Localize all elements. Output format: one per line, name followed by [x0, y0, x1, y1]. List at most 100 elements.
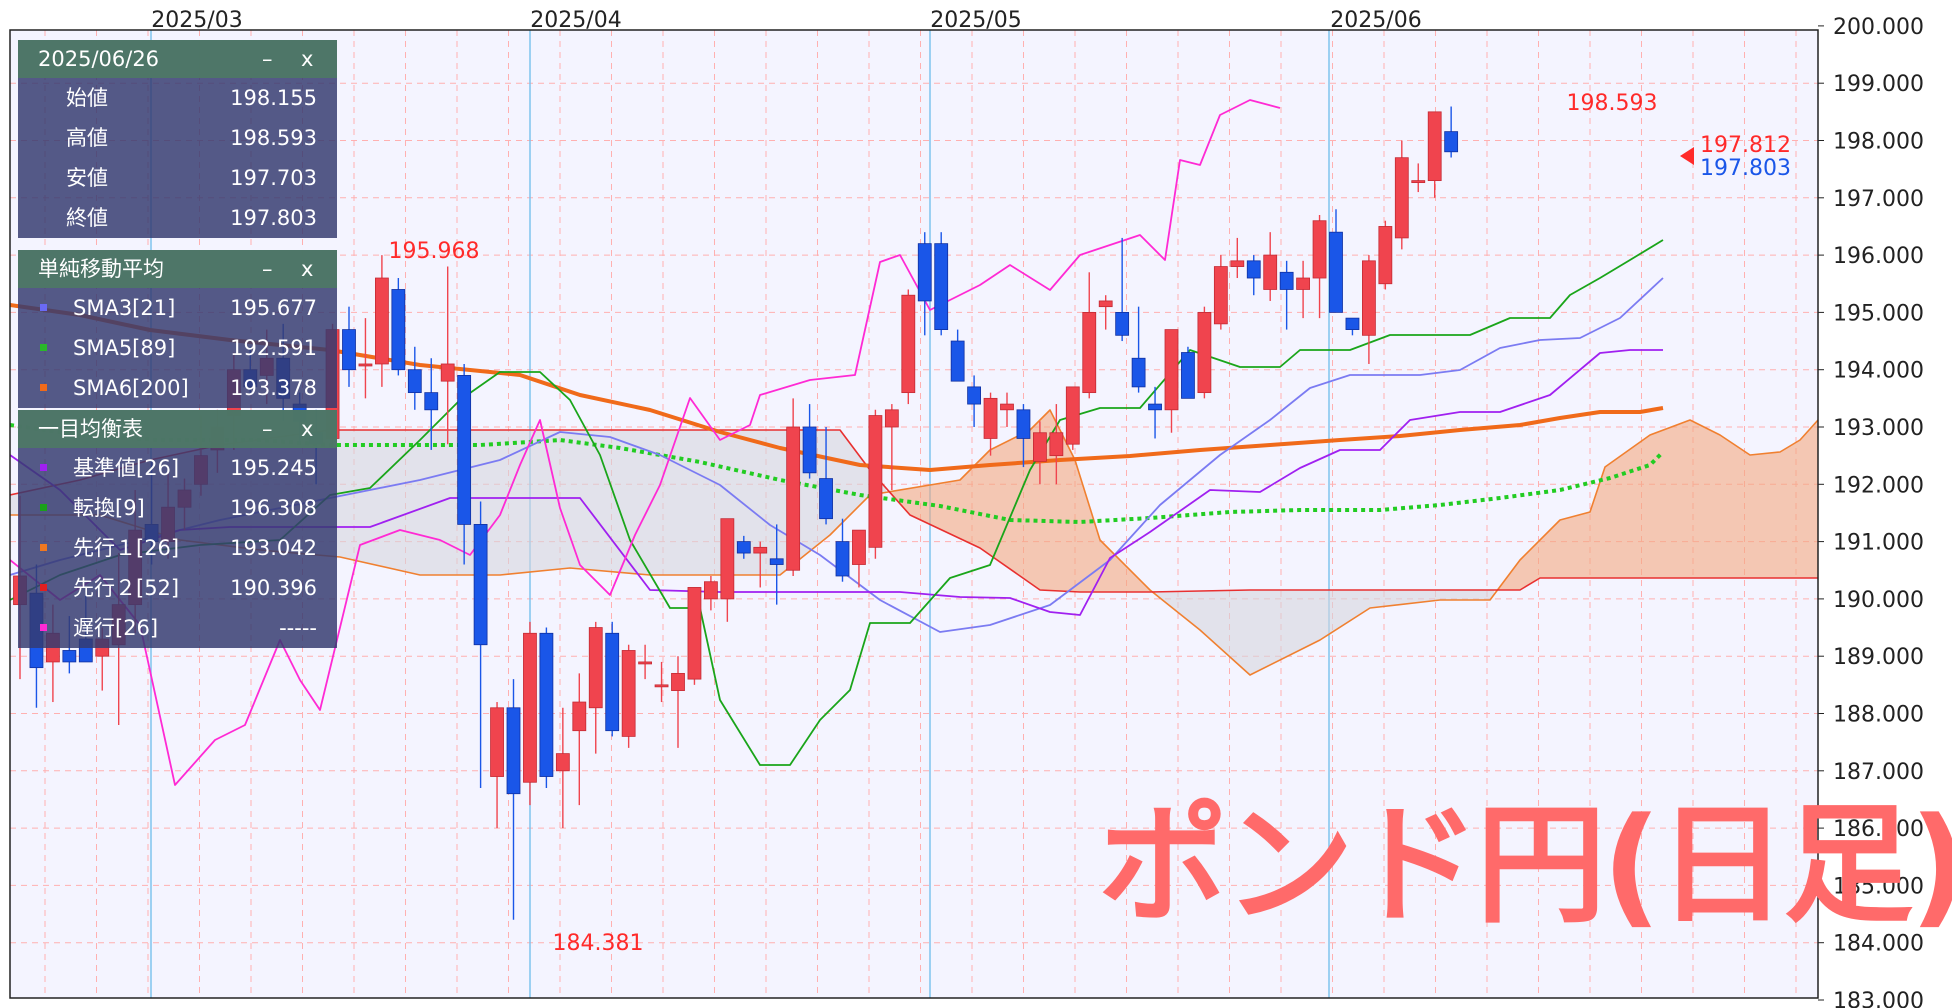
candle-body — [1164, 329, 1179, 411]
candle-body — [1296, 277, 1310, 290]
y-tick-label: 196.000 — [1833, 244, 1924, 269]
candle-body — [917, 243, 932, 302]
ichimoku-panel-title: 一目均衡表 — [38, 417, 143, 441]
ohlc-value: 197.803 — [230, 206, 317, 230]
candle-body — [1000, 403, 1014, 411]
ichimoku-label: 遅行[26] — [73, 616, 159, 640]
period-high-annotation: 195.968 — [389, 239, 480, 264]
candle-body — [1279, 271, 1294, 290]
x-axis-label: 2025/03 — [151, 8, 242, 33]
candle-body — [1049, 432, 1064, 457]
ichimoku-label: 先行２[52] — [73, 576, 180, 600]
legend-swatch — [40, 464, 47, 471]
ask-price-label: 197.812 — [1700, 133, 1791, 158]
ichimoku-cloud-bear — [1154, 590, 1494, 675]
ichimoku-value: ----- — [279, 616, 317, 640]
candle-body — [852, 529, 866, 565]
candle-body — [62, 650, 77, 663]
ohlc-panel: 2025/06/26 – x 始値 198.155 高値 198.593 安値 197… — [18, 40, 337, 238]
candle-body — [1394, 157, 1409, 239]
candle-body — [950, 340, 965, 382]
ichimoku-label: 先行１[26] — [73, 536, 180, 560]
candle-body — [1033, 432, 1047, 462]
candle-body — [424, 392, 439, 411]
close-button[interactable]: x — [301, 417, 314, 441]
candle-body — [753, 546, 768, 554]
candle-body — [523, 632, 537, 783]
high-annotation: 198.593 — [1567, 91, 1658, 116]
sma-panel-title: 単純移動平均 — [38, 257, 164, 281]
sma-panel: 単純移動平均 – x SMA3[21] 195.677 SMA5[89] 192.5… — [18, 250, 337, 408]
candle-body — [572, 701, 587, 732]
y-tick-label: 200.000 — [1833, 15, 1924, 40]
ichimoku-value: 193.042 — [230, 536, 317, 560]
candle-body — [983, 397, 998, 439]
candle-body — [440, 363, 455, 382]
candle-body — [407, 369, 422, 394]
candle-body — [539, 632, 554, 777]
candle-body — [1246, 260, 1261, 279]
y-tick-label: 188.000 — [1833, 703, 1924, 728]
legend-swatch — [40, 504, 47, 511]
sma21-line — [10, 277, 1664, 633]
ohlc-label: 終値 — [66, 206, 108, 230]
candle-body — [704, 581, 718, 600]
candle-body — [868, 415, 883, 548]
candle-body — [605, 632, 620, 732]
close-button[interactable]: x — [301, 47, 314, 71]
legend-swatch — [40, 344, 47, 351]
minimize-button[interactable]: – — [262, 417, 273, 441]
ichimoku-panel: 一目均衡表 – x 基準値[26] 195.245 転換[9] 196.308 先行… — [18, 410, 337, 648]
sma-row: SMA5[89] 192.591 — [18, 328, 337, 368]
ichimoku-value: 190.396 — [230, 576, 317, 600]
plot-frame — [9, 29, 1819, 999]
x-axis-label: 2025/06 — [1330, 8, 1421, 33]
ohlc-label: 高値 — [66, 126, 108, 150]
y-tick-label: 193.000 — [1833, 416, 1924, 441]
candle-body — [1378, 226, 1393, 285]
candle-body — [555, 753, 570, 772]
ohlc-label: 安値 — [66, 166, 108, 190]
candle-body — [1131, 357, 1146, 388]
candle-body — [934, 243, 949, 330]
sma-value: 195.677 — [230, 296, 317, 320]
ohlc-panel-header: 2025/06/26 – x — [18, 40, 337, 78]
candle-body — [901, 294, 916, 394]
candle-body — [819, 478, 833, 520]
ohlc-row-high: 高値 198.593 — [18, 118, 337, 158]
candle-body — [638, 661, 652, 665]
ichimoku-panel-header: 一目均衡表 – x — [18, 410, 337, 448]
candle-body — [374, 277, 389, 365]
candle-body — [1065, 386, 1080, 445]
ichimoku-row: 遅行[26] ----- — [18, 608, 337, 648]
candle-body — [884, 409, 899, 428]
ohlc-date: 2025/06/26 — [38, 47, 160, 71]
close-button[interactable]: x — [301, 257, 314, 281]
candle-body — [1082, 311, 1097, 394]
x-axis-label: 2025/05 — [930, 8, 1021, 33]
candle-body — [1197, 311, 1212, 394]
candle-body — [835, 541, 850, 577]
chart-title: ポンド円(日足) — [1098, 789, 1952, 941]
y-tick-label: 186.000 — [1833, 817, 1924, 842]
candle-body — [342, 329, 356, 371]
candle-body — [1263, 254, 1278, 290]
candle-body — [1427, 111, 1442, 182]
y-tick-label: 191.000 — [1833, 531, 1924, 556]
candle-body — [1213, 266, 1228, 325]
legend-swatch — [40, 624, 47, 631]
candle-body — [621, 650, 636, 737]
y-tick-label: 187.000 — [1833, 760, 1924, 785]
candle-body — [687, 587, 702, 680]
ichimoku-label: 基準値[26] — [73, 456, 180, 480]
sma-label: SMA3[21] — [73, 296, 176, 320]
minimize-button[interactable]: – — [262, 47, 273, 71]
legend-swatch — [40, 544, 47, 551]
minimize-button[interactable]: – — [262, 257, 273, 281]
candle-body — [967, 386, 981, 405]
ohlc-row-close: 終値 197.803 — [18, 198, 337, 238]
y-tick-label: 185.000 — [1833, 874, 1924, 899]
ichimoku-row: 基準値[26] 195.245 — [18, 448, 337, 488]
y-tick-label: 183.000 — [1833, 989, 1924, 1008]
candle-body — [786, 426, 801, 571]
